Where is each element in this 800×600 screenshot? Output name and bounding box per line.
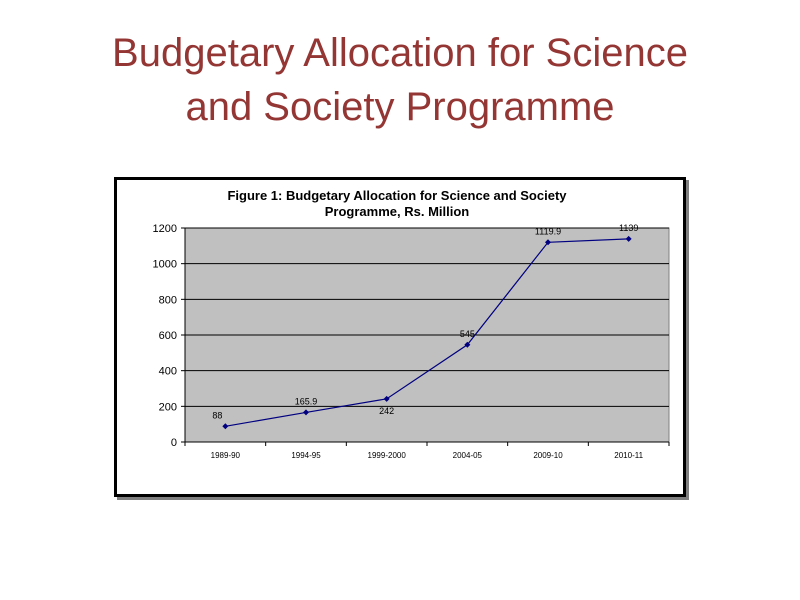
data-label: 1119.9 xyxy=(535,226,561,236)
series-layer xyxy=(222,235,632,430)
data-point xyxy=(545,239,551,246)
axes: 0 200 400 600 800 1000 1200 1989-90 1994-95 1999-… xyxy=(153,223,670,460)
slide-title-line-2: and Society Programme xyxy=(185,85,615,129)
x-tick-label: 2010-11 xyxy=(614,451,643,460)
x-tick-label: 2004-05 xyxy=(453,451,483,460)
data-point xyxy=(303,409,309,416)
x-tick-label: 2009-10 xyxy=(533,451,563,460)
slide-title: Budgetary Allocation for Science and Soc… xyxy=(0,26,800,134)
y-tick-label: 200 xyxy=(159,401,177,413)
data-label: 545 xyxy=(460,329,475,339)
data-label: 165.9 xyxy=(295,396,318,406)
chart-title-line-2: Programme, Rs. Million xyxy=(325,204,470,219)
y-tick-label: 800 xyxy=(159,294,177,306)
slide-title-line-1: Budgetary Allocation for Science xyxy=(112,31,688,75)
x-tick-label: 1994-95 xyxy=(291,451,321,460)
y-tick-label: 0 xyxy=(171,437,177,449)
x-tick-label: 1989-90 xyxy=(211,451,241,460)
data-point xyxy=(383,395,390,402)
y-tick-label: 400 xyxy=(159,366,177,378)
line-chart: Figure 1: Budgetary Allocation for Scien… xyxy=(153,188,670,460)
y-tick-label: 1000 xyxy=(153,259,177,271)
data-label: 1139 xyxy=(619,223,638,233)
chart-frame: Figure 1: Budgetary Allocation for Scien… xyxy=(114,177,686,497)
data-label: 88 xyxy=(212,410,222,420)
data-label: 242 xyxy=(379,406,394,416)
chart-title-line-1: Figure 1: Budgetary Allocation for Scien… xyxy=(227,188,567,203)
y-tick-label: 1200 xyxy=(153,223,177,235)
y-tick-label: 600 xyxy=(159,330,177,342)
data-point xyxy=(222,423,229,430)
data-point xyxy=(625,235,632,242)
x-tick-label: 1999-2000 xyxy=(368,451,407,460)
series-line xyxy=(225,238,629,427)
grid-lines xyxy=(185,227,669,407)
data-labels: 88 165.9 242 545 1119.9 1139 xyxy=(212,223,638,420)
data-point xyxy=(464,341,471,348)
